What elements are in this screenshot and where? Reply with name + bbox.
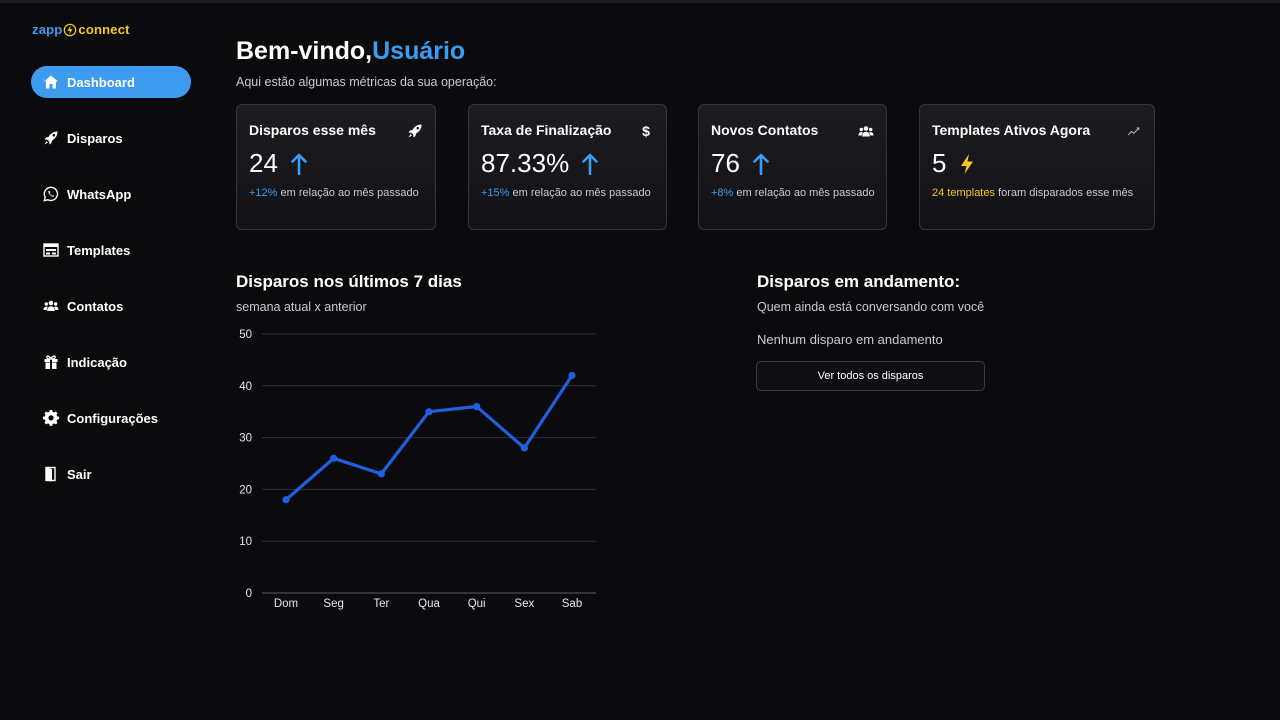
card-note: +8% em relação ao mês passado xyxy=(711,187,875,199)
data-point xyxy=(425,408,433,416)
card-value-text: 87.33% xyxy=(481,148,570,178)
data-point xyxy=(282,496,290,504)
view-all-disparos-button[interactable]: Ver todos os disparos xyxy=(756,361,985,391)
chart-title: Disparos nos últimos 7 dias xyxy=(236,272,462,291)
rocket-icon xyxy=(407,123,423,139)
sidebar-item-label: Disparos xyxy=(67,130,123,146)
chart-subtitle: semana atual x anterior xyxy=(236,300,367,314)
card-value: 5 xyxy=(932,148,976,179)
sidebar-item-contatos[interactable]: Contatos xyxy=(31,290,191,322)
card-note-text: em relação ao mês passado xyxy=(277,187,419,199)
door-icon xyxy=(42,465,60,483)
card-note-text: em relação ao mês passado xyxy=(509,187,651,199)
users-icon xyxy=(42,297,60,315)
card-note-highlight: +8% xyxy=(711,187,734,199)
x-tick-label: Sex xyxy=(514,598,534,610)
card-note-highlight: +12% xyxy=(249,187,278,199)
y-tick-label: 40 xyxy=(239,381,252,393)
sidebar-item-label: Dashboard xyxy=(67,74,135,90)
card-value: 87.33% xyxy=(481,148,599,179)
card-value-text: 24 xyxy=(249,148,278,178)
gear-icon xyxy=(42,409,60,427)
y-tick-label: 50 xyxy=(239,329,252,341)
card-title: Taxa de Finalização xyxy=(481,122,612,138)
home-icon xyxy=(42,73,60,91)
card-title: Novos Contatos xyxy=(711,122,819,138)
sidebar-item-configuracoes[interactable]: Configurações xyxy=(31,402,191,434)
card-value: 76 xyxy=(711,148,770,179)
data-point xyxy=(568,371,576,380)
welcome-greeting: Bem-vindo, xyxy=(236,37,373,65)
x-tick-label: Dom xyxy=(274,598,298,610)
x-tick-label: Qui xyxy=(468,598,486,610)
sidebar-item-sair[interactable]: Sair xyxy=(31,458,191,490)
card-note: 24 templates foram disparados esse mês xyxy=(932,187,1133,199)
top-border xyxy=(0,0,1280,3)
welcome-username: Usuário xyxy=(372,37,466,65)
dollar-icon: $ xyxy=(642,123,650,139)
logo-text-connect: connect xyxy=(78,22,130,37)
sidebar-item-label: Configurações xyxy=(67,410,159,426)
sidebar-item-label: Templates xyxy=(67,242,131,258)
bolt-icon xyxy=(961,153,974,174)
y-tick-label: 0 xyxy=(246,588,252,600)
card-note-text: foram disparados esse mês xyxy=(994,187,1134,199)
page-subtitle: Aqui estão algumas métricas da sua opera… xyxy=(236,75,497,89)
arrow-up-icon xyxy=(582,153,598,175)
arrow-up-icon xyxy=(291,153,307,175)
sidebar-item-label: Indicação xyxy=(67,354,127,370)
y-tick-label: 10 xyxy=(239,536,252,548)
ongoing-title: Disparos em andamento: xyxy=(757,272,961,291)
data-point xyxy=(520,444,528,452)
sidebar-item-label: WhatsApp xyxy=(67,186,132,202)
card-note: +15% em relação ao mês passado xyxy=(481,187,651,199)
metric-card-taxa: Taxa de Finalização $ 87.33% +15% em rel… xyxy=(468,104,667,230)
metric-card-disparos: Disparos esse mês 24 +12% em relação ao … xyxy=(236,104,436,230)
app-logo[interactable]: zapp connect xyxy=(32,22,130,37)
sidebar-item-dashboard[interactable]: Dashboard xyxy=(31,66,191,98)
sidebar-item-templates[interactable]: Templates xyxy=(31,234,191,266)
data-point xyxy=(377,470,385,478)
rocket-icon xyxy=(42,129,60,147)
sidebar-item-label: Contatos xyxy=(67,298,124,314)
sidebar-item-disparos[interactable]: Disparos xyxy=(31,122,191,154)
card-title: Templates Ativos Agora xyxy=(932,122,1091,138)
sidebar-item-whatsapp[interactable]: WhatsApp xyxy=(31,178,191,210)
page-title: Bem-vindo,Usuário xyxy=(236,37,465,66)
card-value: 24 xyxy=(249,148,308,179)
x-tick-label: Sab xyxy=(562,598,582,610)
card-value-text: 5 xyxy=(932,148,947,178)
data-point xyxy=(473,402,481,411)
y-tick-label: 30 xyxy=(239,433,252,445)
trend-icon xyxy=(1126,123,1142,139)
y-tick-label: 20 xyxy=(239,484,252,496)
sidebar-item-indicacao[interactable]: Indicação xyxy=(31,346,191,378)
x-tick-label: Seg xyxy=(323,598,343,610)
ongoing-subtitle: Quem ainda está conversando com você xyxy=(757,300,985,314)
data-point xyxy=(330,454,338,462)
metric-card-templates: Templates Ativos Agora 5 24 templates fo… xyxy=(919,104,1155,230)
sidebar-item-label: Sair xyxy=(67,466,92,482)
ongoing-empty-message: Nenhum disparo em andamento xyxy=(757,332,943,347)
gift-icon xyxy=(42,353,60,371)
x-tick-label: Qua xyxy=(418,598,440,610)
bolt-logo-icon xyxy=(64,23,77,36)
card-note-highlight: 24 templates xyxy=(932,187,995,199)
card-note-highlight: +15% xyxy=(481,187,510,199)
card-note-text: em relação ao mês passado xyxy=(733,187,875,199)
card-title: Disparos esse mês xyxy=(249,122,376,138)
arrow-up-icon xyxy=(753,153,769,175)
sidebar-nav: Dashboard Disparos WhatsApp Templates Co… xyxy=(31,66,191,514)
template-icon xyxy=(42,241,60,259)
users-icon xyxy=(858,123,874,139)
logo-text-zapp: zapp xyxy=(32,22,63,37)
x-tick-label: Ter xyxy=(373,598,389,610)
metric-card-contatos: Novos Contatos 76 +8% em relação ao mês … xyxy=(698,104,887,230)
card-note: +12% em relação ao mês passado xyxy=(249,187,419,199)
whatsapp-icon xyxy=(42,185,60,203)
card-value-text: 76 xyxy=(711,148,740,178)
line-chart: 0 10 20 30 40 50 Dom Seg Ter Qua Qui Sex Sab xyxy=(239,329,596,610)
